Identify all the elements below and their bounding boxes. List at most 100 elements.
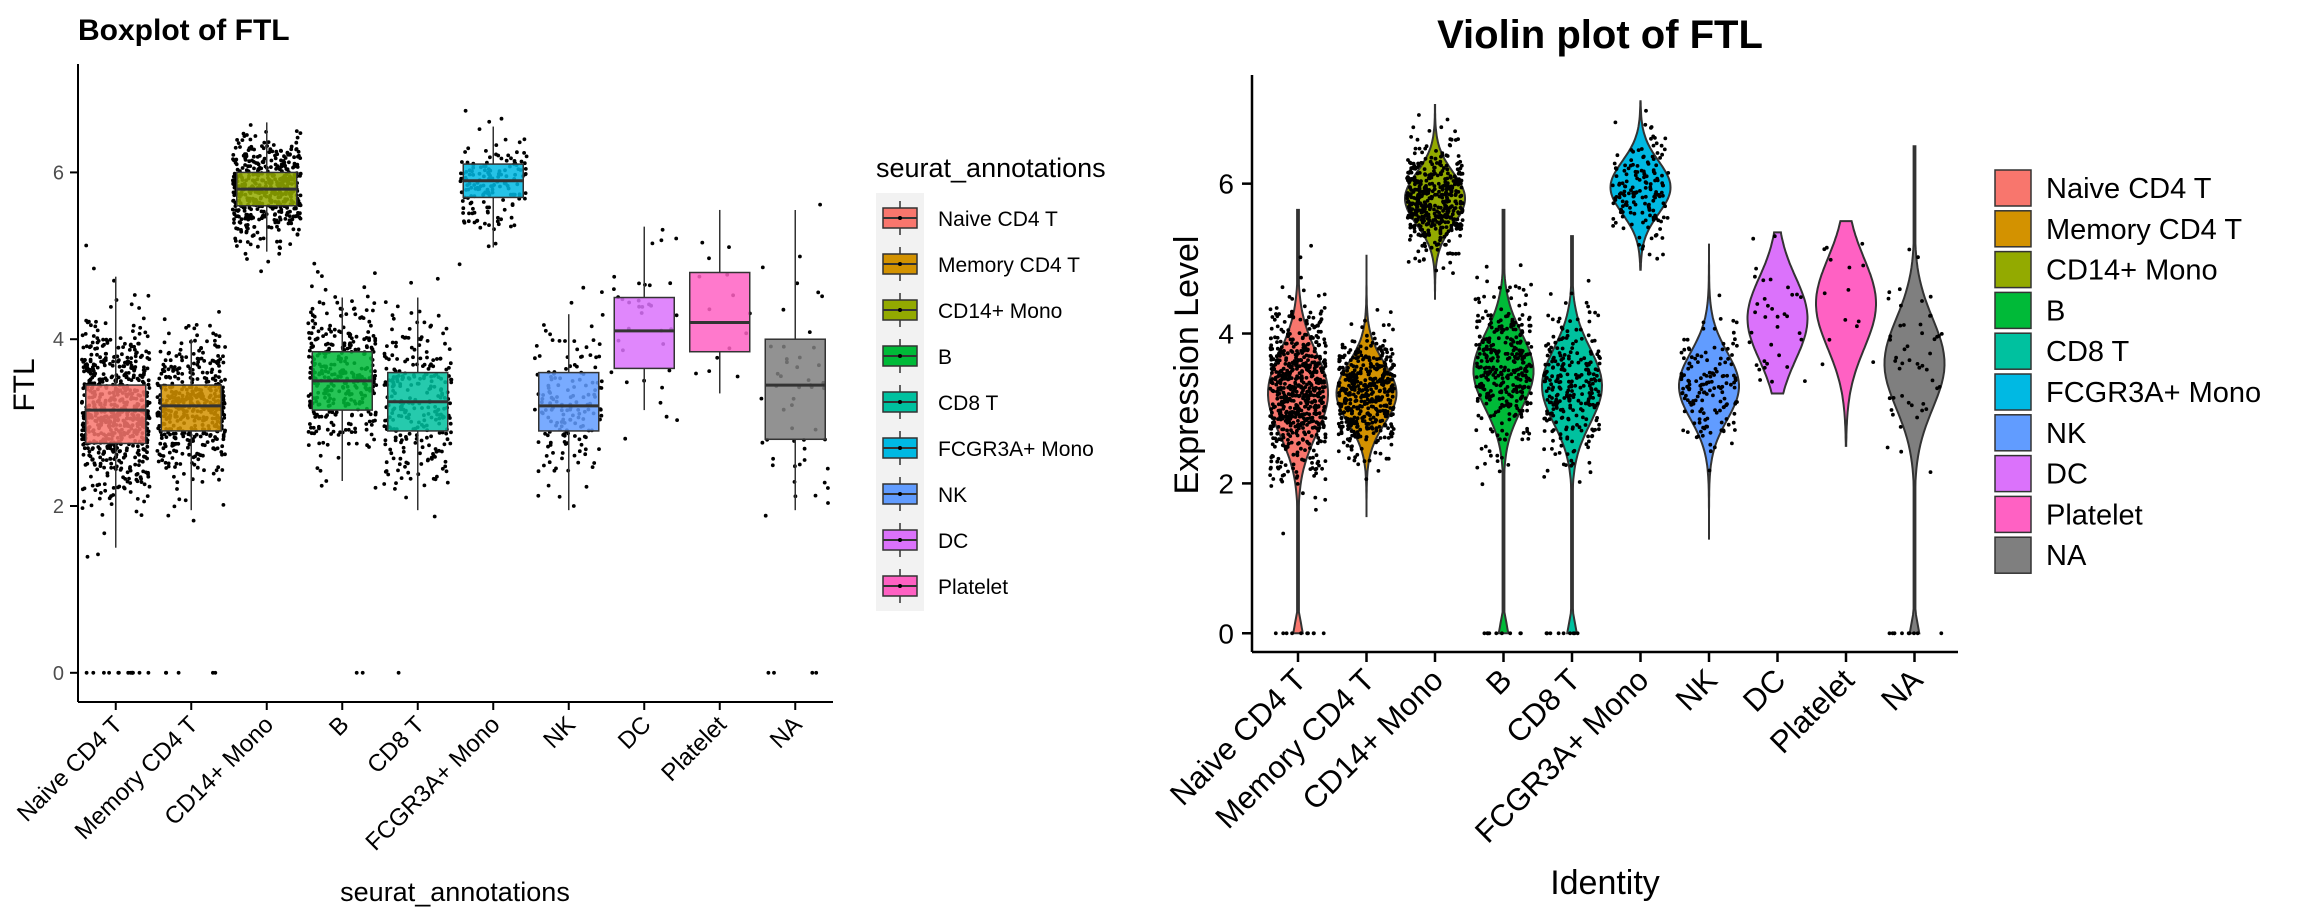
- violin-point: [1384, 347, 1389, 352]
- violin-point: [1507, 412, 1512, 416]
- violin-point: [1413, 146, 1418, 151]
- boxplot-point: [117, 364, 122, 369]
- violin-shape: [1540, 235, 1604, 635]
- boxplot-point: [108, 446, 112, 451]
- violin-point: [1275, 431, 1280, 436]
- violin-point: [1358, 371, 1363, 376]
- violin-point: [1290, 384, 1295, 389]
- boxplot-x-tick-label: DC: [613, 711, 657, 755]
- boxplot-point: [213, 338, 217, 343]
- violin-point: [1313, 495, 1318, 500]
- boxplot-point: [331, 423, 336, 427]
- boxplot-point: [499, 217, 503, 222]
- boxplot-point: [89, 352, 94, 357]
- violin-point: [1427, 233, 1432, 237]
- boxplot-point: [323, 287, 328, 292]
- boxplot-legend-dot: [898, 216, 902, 220]
- violin-point: [1456, 251, 1461, 256]
- boxplot-point: [820, 294, 824, 299]
- violin-point: [1338, 365, 1342, 370]
- violin-point: [1366, 406, 1371, 411]
- violin-point: [1283, 463, 1288, 467]
- boxplot-point: [493, 241, 498, 246]
- boxplot-legend-item: B: [882, 339, 952, 373]
- boxplot-point: [600, 290, 604, 294]
- boxplot-point: [202, 468, 206, 473]
- violin-point: [1363, 378, 1368, 383]
- violin-point: [1565, 372, 1570, 377]
- violin-point: [1573, 383, 1578, 388]
- violin-point: [1391, 362, 1395, 367]
- violin-point: [1433, 226, 1438, 231]
- boxplot-point: [208, 361, 213, 366]
- boxplot-point: [102, 670, 106, 675]
- boxplot-point: [261, 160, 266, 165]
- violin-point: [1597, 378, 1602, 383]
- violin-point: [1281, 373, 1286, 378]
- violin-point: [1413, 208, 1418, 213]
- boxplot-point: [219, 379, 224, 383]
- boxplot-boxes: [85, 122, 826, 548]
- violin-point: [1373, 376, 1378, 381]
- violin-point: [1278, 417, 1283, 422]
- violin-point: [1382, 372, 1387, 377]
- boxplot-point: [466, 146, 471, 151]
- violin-point: [1281, 631, 1286, 636]
- violin-point: [1383, 423, 1388, 428]
- violin-point: [1552, 355, 1556, 360]
- boxplot-point: [277, 209, 281, 214]
- violin-point: [1510, 317, 1515, 322]
- violin-point: [1378, 428, 1383, 433]
- violin-point: [1306, 400, 1310, 404]
- boxplot-point: [90, 457, 95, 462]
- boxplot-point: [94, 319, 98, 324]
- boxplot-point: [481, 200, 486, 204]
- violin-point: [1341, 369, 1346, 374]
- violin-point: [1299, 349, 1304, 353]
- boxplot-point: [351, 307, 356, 311]
- violin-point: [1475, 275, 1479, 280]
- boxplot-point: [310, 306, 315, 311]
- violin-points: [1268, 108, 1944, 636]
- boxplot-point: [426, 367, 431, 371]
- violin-point: [1348, 358, 1353, 362]
- violin-point: [1429, 155, 1434, 160]
- violin-point: [1388, 358, 1393, 363]
- violin-point: [1386, 436, 1391, 440]
- violin-point: [1348, 436, 1352, 441]
- boxplot-point: [408, 476, 413, 481]
- violin-point: [1460, 218, 1465, 223]
- violin-point: [1380, 382, 1384, 387]
- violin-point: [1408, 237, 1412, 242]
- violin-point: [1281, 433, 1285, 437]
- boxplot-point: [279, 149, 283, 153]
- violin-point: [1353, 455, 1357, 460]
- boxplot-point: [813, 493, 818, 498]
- boxplot-point: [195, 362, 200, 367]
- violin-point: [1274, 382, 1279, 387]
- boxplot-point: [802, 446, 807, 451]
- boxplot-point: [457, 262, 462, 267]
- violin-point: [1382, 338, 1387, 343]
- violin-point: [1366, 411, 1370, 415]
- boxplot-point: [137, 463, 141, 467]
- violin-point: [1575, 351, 1580, 356]
- violin-point: [1520, 394, 1525, 398]
- boxplot-legend-label: Platelet: [938, 576, 1008, 599]
- boxplot-point: [147, 386, 152, 390]
- boxplot-point: [214, 468, 219, 473]
- violin-point: [1424, 213, 1429, 218]
- boxplot-point: [135, 472, 140, 476]
- boxplot-point: [257, 154, 262, 158]
- violin-point: [1557, 380, 1561, 385]
- boxplot-point: [146, 670, 151, 675]
- boxplot-point: [100, 513, 105, 517]
- violin-point: [1457, 179, 1462, 184]
- boxplot-point: [278, 217, 283, 222]
- boxplot-point: [306, 394, 311, 398]
- violin-point: [1276, 402, 1281, 407]
- violin-point: [1516, 324, 1521, 328]
- violin-point: [1571, 395, 1576, 399]
- boxplot-point: [373, 373, 377, 378]
- violin-point: [1506, 311, 1511, 316]
